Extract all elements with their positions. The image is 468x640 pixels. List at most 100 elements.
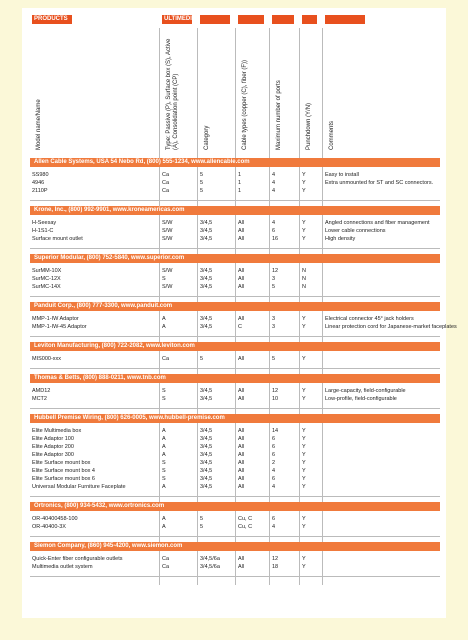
cell: All <box>238 388 245 394</box>
cell: Angled connections and fiber management <box>325 220 430 226</box>
cell: 3/4,5 <box>200 268 213 274</box>
cell: OR-40400458-100 <box>32 516 78 522</box>
cell: Elite Adaptor 200 <box>32 444 74 450</box>
cell: S/W <box>162 228 173 234</box>
cell: 5 <box>272 284 276 290</box>
cell: Linear protection cord for Japanese-mark… <box>325 324 457 330</box>
cell: AMD12 <box>32 388 51 394</box>
cell: S <box>162 468 166 474</box>
cell: 3/4,5 <box>200 436 213 442</box>
section-rule <box>30 296 440 297</box>
column-header: Category <box>204 125 210 150</box>
cell: N <box>302 276 306 282</box>
cell: 3/4,5 <box>200 484 213 490</box>
cell: H-Seesay <box>32 220 57 226</box>
section-rule <box>30 368 440 369</box>
section-rule <box>30 536 440 537</box>
cell: 6 <box>272 452 276 458</box>
cell: 3/4,5 <box>200 284 213 290</box>
cell: 3/4,5 <box>200 476 213 482</box>
column-header: Model name/Name <box>36 99 42 150</box>
cell: All <box>238 484 245 490</box>
cell: Y <box>302 476 306 482</box>
cell: 6 <box>272 476 276 482</box>
cell: Elite Adaptor 300 <box>32 452 74 458</box>
cell: Y <box>302 428 306 434</box>
cell: 4 <box>272 468 276 474</box>
top-label: PRODUCTS <box>34 16 68 22</box>
cell: MMP-1-IW-45 Adaptor <box>32 324 87 330</box>
cell: MIS000-xxx <box>32 356 62 362</box>
cell: H-1S1-C <box>32 228 54 234</box>
section-bar <box>30 206 440 215</box>
cell: 5 <box>200 172 204 178</box>
top-label: ULTIMEDIA <box>164 16 197 22</box>
cell: High density <box>325 236 356 242</box>
cell: 12 <box>272 556 279 562</box>
cell: 3/4,5 <box>200 220 213 226</box>
cell: N <box>302 284 306 290</box>
cell: 5 <box>200 356 204 362</box>
cell: A <box>162 452 166 458</box>
section-bar <box>30 254 440 263</box>
cell: 5 <box>200 188 204 194</box>
cell: Multimedia outlet system <box>32 564 93 570</box>
cell: Quick-Enter fiber configurable outlets <box>32 556 123 562</box>
cell: Low-profile, field-configurable <box>325 396 397 402</box>
cell: 6 <box>272 228 276 234</box>
cell: Y <box>302 524 306 530</box>
cell: 12 <box>272 268 279 274</box>
cell: SurMC-14X <box>32 284 61 290</box>
cell: 3/4,5/6a <box>200 556 220 562</box>
cell: S/W <box>162 268 173 274</box>
cell: All <box>238 428 245 434</box>
cell: Y <box>302 460 306 466</box>
cell: 3/4,5 <box>200 452 213 458</box>
section-rule <box>30 248 440 249</box>
cell: 6 <box>272 436 276 442</box>
cell: 6 <box>272 444 276 450</box>
column-header: Type: Passive (P), Surface box (S), Acti… <box>166 38 179 150</box>
cell: 14 <box>272 428 279 434</box>
cell: 4946 <box>32 180 45 186</box>
cell: All <box>238 564 245 570</box>
cell: SS980 <box>32 172 49 178</box>
cell: 3/4,5 <box>200 236 213 242</box>
cell: A <box>162 484 166 490</box>
cell: OR-40400-3X <box>32 524 66 530</box>
cell: 4 <box>272 484 276 490</box>
cell: All <box>238 556 245 562</box>
cell: Y <box>302 356 306 362</box>
cell: Easy to install <box>325 172 359 178</box>
cell: 2 <box>272 460 276 466</box>
section-rule <box>30 576 440 577</box>
cell: Lower cable connections <box>325 228 386 234</box>
cell: Y <box>302 228 306 234</box>
cell: Y <box>302 180 306 186</box>
cell: Cu, C <box>238 524 253 530</box>
header-block <box>302 15 317 24</box>
header-block <box>32 15 72 24</box>
cell: All <box>238 268 245 274</box>
cell: Y <box>302 188 306 194</box>
header-block <box>200 15 230 24</box>
cell: All <box>238 228 245 234</box>
cell: S <box>162 476 166 482</box>
cell: A <box>162 524 166 530</box>
cell: 5 <box>272 356 276 362</box>
cell: S <box>162 276 166 282</box>
column-header: Punchdown (Y/N) <box>306 102 312 150</box>
cell: 4 <box>272 180 276 186</box>
cell: All <box>238 468 245 474</box>
cell: S/W <box>162 220 173 226</box>
header-block <box>325 15 365 24</box>
cell: Elite Multimedia box <box>32 428 82 434</box>
cell: 16 <box>272 236 279 242</box>
sheet <box>22 8 446 618</box>
cell: 5 <box>200 180 204 186</box>
header-block <box>238 15 264 24</box>
cell: N <box>302 268 306 274</box>
cell: All <box>238 220 245 226</box>
cell: A <box>162 324 166 330</box>
